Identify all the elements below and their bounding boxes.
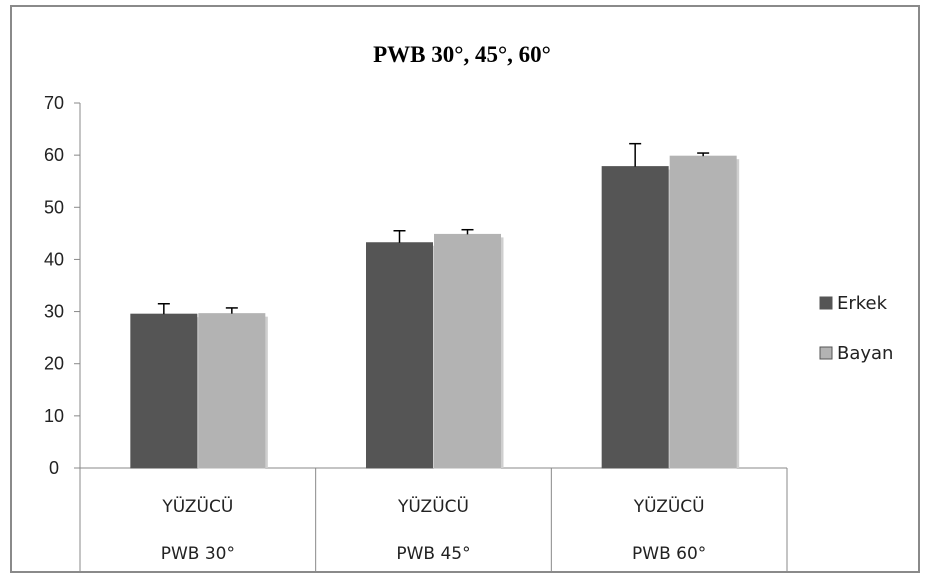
category-label-line2: PWB 60° xyxy=(632,544,706,564)
bar-erkek xyxy=(601,166,669,469)
legend-label: Erkek xyxy=(837,293,888,314)
bar-bayan xyxy=(198,313,266,469)
bar-bayan xyxy=(434,233,501,469)
y-tick-label: 70 xyxy=(44,93,64,113)
category-label-line1: YÜZÜCÜ xyxy=(397,495,469,517)
bar-bayan xyxy=(669,155,737,469)
y-tick-label: 10 xyxy=(44,406,64,426)
category-label-line2: PWB 30° xyxy=(161,544,235,564)
y-tick-label: 60 xyxy=(44,145,64,165)
y-tick-label: 50 xyxy=(44,197,64,217)
category-label-line1: YÜZÜCÜ xyxy=(161,495,233,517)
legend: Erkek Bayan xyxy=(819,293,893,364)
y-tick-label: 40 xyxy=(44,249,64,269)
y-tick-label: 0 xyxy=(49,458,59,478)
plot-area: 0 10 20 30 40 50 60 70 YÜZÜCÜ PWB 30° YÜZÜCÜ PWB 45… xyxy=(44,93,788,571)
chart-title: PWB 30°, 45°, 60° xyxy=(373,42,551,67)
bar-erkek xyxy=(130,313,198,469)
bar-erkek xyxy=(366,242,433,469)
chart-frame: PWB 30°, 45°, 60° 0 10 20 30 40 50 60 70 YÜZÜCÜ P… xyxy=(10,5,920,573)
category-label-line1: YÜZÜCÜ xyxy=(633,495,705,517)
category-label-line2: PWB 45° xyxy=(396,544,470,564)
y-tick-label: 20 xyxy=(44,354,64,374)
y-tick-label: 30 xyxy=(44,302,64,322)
chart-svg: PWB 30°, 45°, 60° 0 10 20 30 40 50 60 70 YÜZÜCÜ P… xyxy=(44,42,893,571)
legend-swatch xyxy=(819,346,833,360)
legend-label: Bayan xyxy=(837,343,893,364)
legend-swatch xyxy=(819,296,833,310)
